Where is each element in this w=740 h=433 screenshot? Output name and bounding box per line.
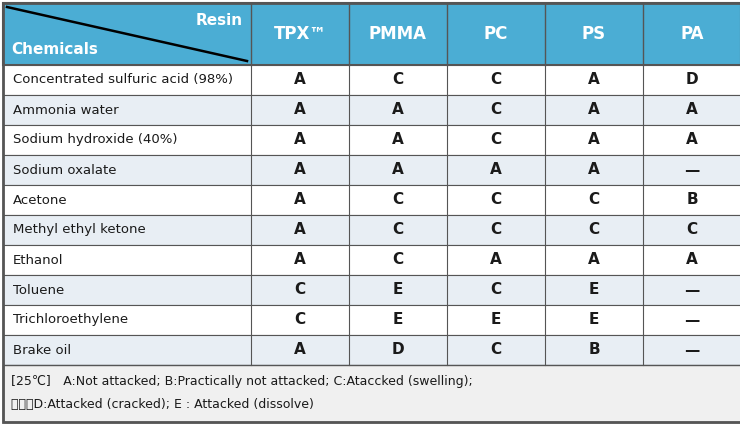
Text: Acetone: Acetone xyxy=(13,194,67,207)
Text: A: A xyxy=(392,103,404,117)
Text: A: A xyxy=(294,132,306,148)
Text: A: A xyxy=(294,193,306,207)
Text: D: D xyxy=(391,343,404,358)
Text: B: B xyxy=(686,193,698,207)
Text: Methyl ethyl ketone: Methyl ethyl ketone xyxy=(13,223,146,236)
Text: A: A xyxy=(392,162,404,178)
Text: PMMA: PMMA xyxy=(369,25,427,43)
Text: E: E xyxy=(491,313,501,327)
Text: Brake oil: Brake oil xyxy=(13,343,71,356)
Bar xyxy=(3,125,740,155)
Text: A: A xyxy=(588,72,600,87)
Text: A: A xyxy=(686,132,698,148)
Text: C: C xyxy=(491,103,502,117)
Text: Sodium hydroxide (40%): Sodium hydroxide (40%) xyxy=(13,133,178,146)
Text: Chemicals: Chemicals xyxy=(11,42,98,57)
Text: A: A xyxy=(294,72,306,87)
Text: Toluene: Toluene xyxy=(13,284,64,297)
Bar xyxy=(3,335,740,365)
Text: C: C xyxy=(687,223,698,237)
Text: A: A xyxy=(294,162,306,178)
Text: PA: PA xyxy=(680,25,704,43)
Bar xyxy=(3,95,740,125)
Text: A: A xyxy=(588,252,600,268)
Text: C: C xyxy=(491,343,502,358)
Text: PS: PS xyxy=(582,25,606,43)
Text: —: — xyxy=(684,282,700,297)
Text: —: — xyxy=(684,162,700,178)
Text: A: A xyxy=(294,343,306,358)
Bar xyxy=(3,245,740,275)
Text: A: A xyxy=(588,103,600,117)
Text: A: A xyxy=(686,252,698,268)
Text: C: C xyxy=(491,223,502,237)
Text: A: A xyxy=(490,162,502,178)
Bar xyxy=(3,155,740,185)
Text: C: C xyxy=(295,313,306,327)
Text: PC: PC xyxy=(484,25,508,43)
Text: [25℃] A:Not attacked; B:Practically not attacked; C:Ataccked (swelling);: [25℃] A:Not attacked; B:Practically not … xyxy=(11,375,473,388)
Text: TPX™: TPX™ xyxy=(274,25,326,43)
Text: Trichloroethylene: Trichloroethylene xyxy=(13,313,128,326)
Text: A: A xyxy=(588,132,600,148)
Text: B: B xyxy=(588,343,600,358)
Text: A: A xyxy=(490,252,502,268)
Text: D: D xyxy=(686,72,699,87)
Text: Ethanol: Ethanol xyxy=(13,253,64,266)
Bar xyxy=(3,365,740,422)
Text: A: A xyxy=(294,103,306,117)
Bar xyxy=(3,215,740,245)
Text: D:Attacked (cracked); E : Attacked (dissolve): D:Attacked (cracked); E : Attacked (diss… xyxy=(11,398,314,411)
Text: C: C xyxy=(295,282,306,297)
Text: Concentrated sulfuric acid (98%): Concentrated sulfuric acid (98%) xyxy=(13,74,233,87)
Text: C: C xyxy=(392,72,403,87)
Text: E: E xyxy=(393,313,403,327)
Text: —: — xyxy=(684,343,700,358)
Text: A: A xyxy=(392,132,404,148)
Text: C: C xyxy=(392,193,403,207)
Text: A: A xyxy=(686,103,698,117)
Text: E: E xyxy=(589,282,599,297)
Bar xyxy=(3,3,740,65)
Text: A: A xyxy=(294,252,306,268)
Text: A: A xyxy=(294,223,306,237)
Text: C: C xyxy=(392,252,403,268)
Bar xyxy=(3,275,740,305)
Text: A: A xyxy=(588,162,600,178)
Text: —: — xyxy=(684,313,700,327)
Text: Ammonia water: Ammonia water xyxy=(13,103,118,116)
Text: C: C xyxy=(491,193,502,207)
Text: E: E xyxy=(393,282,403,297)
Bar xyxy=(3,305,740,335)
Text: C: C xyxy=(491,282,502,297)
Text: C: C xyxy=(588,223,599,237)
Text: C: C xyxy=(392,223,403,237)
Text: E: E xyxy=(589,313,599,327)
Text: C: C xyxy=(491,132,502,148)
Text: C: C xyxy=(491,72,502,87)
Text: C: C xyxy=(588,193,599,207)
Bar xyxy=(3,185,740,215)
Text: Resin: Resin xyxy=(196,13,243,28)
Text: Sodium oxalate: Sodium oxalate xyxy=(13,164,116,177)
Bar xyxy=(3,65,740,95)
